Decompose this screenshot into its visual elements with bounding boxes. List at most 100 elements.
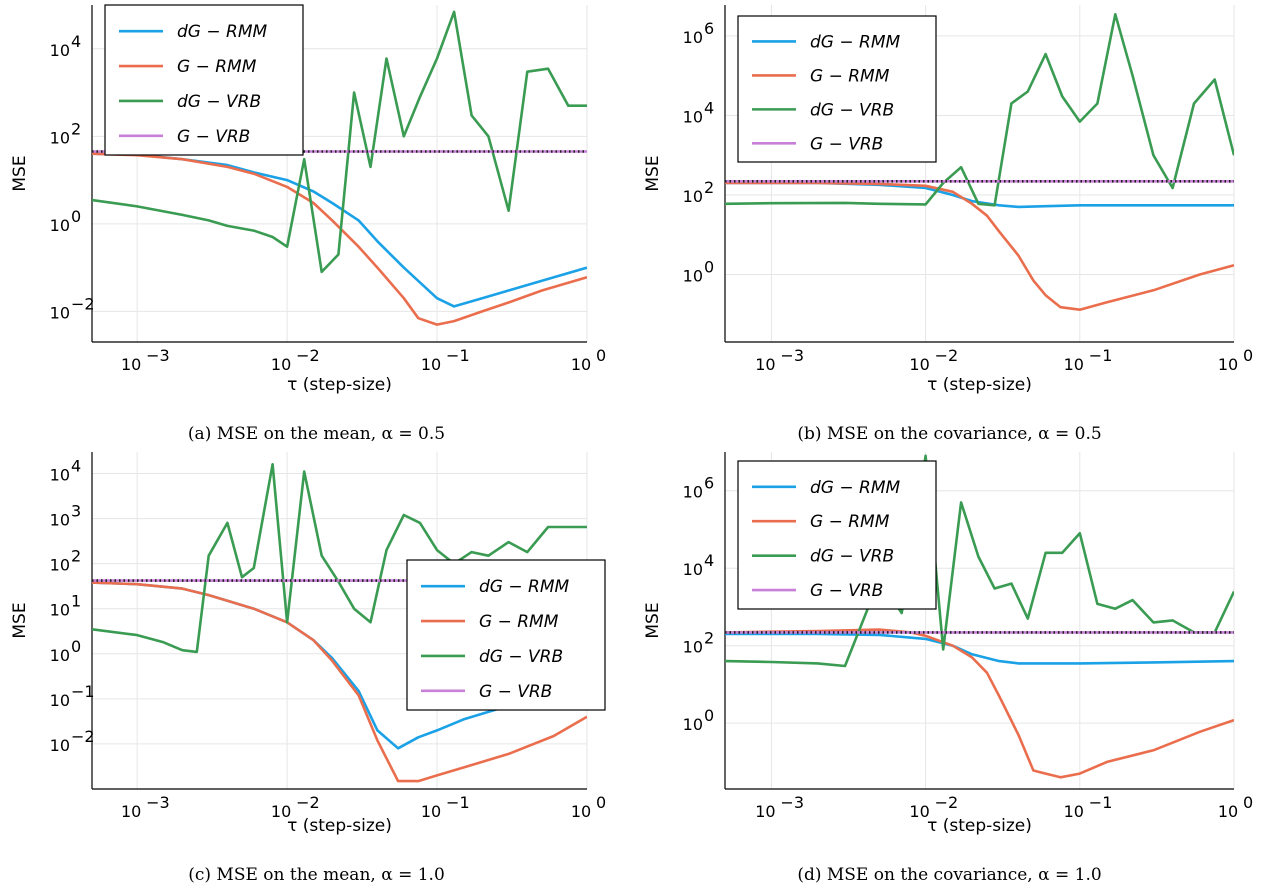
series-line-G-RMM [725, 181, 1234, 312]
x-axis-label: τ (step-size) [287, 816, 392, 836]
y-tick-exponent: 4 [71, 32, 81, 51]
x-tick-label: 10 [909, 355, 929, 374]
caption-a: (a) MSE on the mean, α = 0.5 [187, 424, 446, 444]
series-line-G-RMM [92, 152, 587, 326]
y-tick-exponent: 0 [71, 207, 81, 226]
x-tick-label: 10 [1218, 355, 1238, 374]
x-tick-label: 10 [421, 802, 441, 821]
x-tick-label: 10 [755, 802, 775, 821]
y-tick-exponent: −1 [71, 682, 95, 701]
legend: dG − RMM G − RMM dG − VRB G − VRB [737, 15, 937, 163]
x-tick-exponent: −2 [296, 793, 320, 812]
y-axis-label: MSE [643, 602, 663, 638]
x-axis-label: τ (step-size) [927, 375, 1032, 395]
x-tick-exponent: −1 [1089, 346, 1113, 365]
x-tick-label: 10 [571, 802, 591, 821]
x-tick-exponent: 0 [596, 793, 606, 812]
x-tick-exponent: −3 [780, 793, 804, 812]
y-tick-exponent: 2 [704, 178, 714, 197]
y-tick-label: 10 [50, 511, 70, 530]
y-tick-exponent: 1 [71, 592, 81, 611]
chart-a: 10 −3 10 −2 10 −1 10 010 −210 010 210 4τ (step-size… [10, 4, 606, 395]
y-tick-exponent: 6 [704, 474, 714, 493]
x-tick-label: 10 [1218, 802, 1238, 821]
legend-label-G-VRB: G − VRB [810, 134, 883, 154]
y-tick-label: 10 [50, 556, 70, 575]
x-tick-label: 10 [909, 802, 929, 821]
x-tick-exponent: −1 [1089, 793, 1113, 812]
chart-b: 10 −3 10 −2 10 −1 10 010 010 210 410 6τ (step-size)… [643, 5, 1253, 395]
panel-c: 10 −3 10 −2 10 −1 10 0 10 −2 10 −1 10 0 10 1 10 2 10 3 10 4 τ … [0, 447, 633, 894]
caption-c: (c) MSE on the mean, α = 1.0 [188, 865, 445, 885]
y-tick-exponent: −2 [71, 727, 95, 746]
y-tick-label: 10 [683, 715, 703, 734]
y-tick-label: 10 [50, 303, 70, 322]
x-axis-label: τ (step-size) [287, 375, 392, 395]
y-tick-exponent: 0 [71, 637, 81, 656]
x-tick-label: 10 [1064, 802, 1084, 821]
y-tick-exponent: 3 [71, 502, 81, 521]
x-tick-exponent: 0 [1243, 793, 1253, 812]
series-group [725, 13, 1234, 312]
legend-label-dG-VRB: dG − VRB [177, 92, 261, 112]
y-axis-label: MSE [10, 155, 30, 191]
x-tick-label: 10 [121, 355, 141, 374]
legend-label-dG-RMM: dG − RMM [479, 577, 569, 597]
y-tick-label: 10 [683, 266, 703, 285]
legend-label-dG-VRB: dG − VRB [810, 100, 894, 120]
y-tick-exponent: 4 [704, 98, 714, 117]
panel-a: 10 −3 10 −2 10 −1 10 0 10 −2 10 0 10 2 10 4 τ (step-size… [0, 0, 633, 447]
series-line-G-RMM [725, 628, 1234, 779]
x-tick-exponent: 0 [596, 346, 606, 365]
legend-label-G-RMM: G − RMM [810, 512, 890, 532]
y-tick-label: 10 [50, 601, 70, 620]
series-line-dG-VRB [725, 13, 1234, 207]
y-tick-label: 10 [50, 691, 70, 710]
x-tick-exponent: −2 [935, 346, 959, 365]
legend: dG − RMM G − RMM dG − VRB G − VRB [104, 4, 304, 156]
x-tick-exponent: −3 [780, 346, 804, 365]
x-tick-label: 10 [271, 802, 291, 821]
y-tick-label: 10 [683, 187, 703, 206]
y-tick-label: 10 [683, 107, 703, 126]
y-tick-exponent: 2 [71, 547, 81, 566]
y-tick-label: 10 [50, 466, 70, 485]
legend-label-dG-VRB: dG − VRB [810, 547, 894, 567]
y-tick-exponent: 4 [71, 457, 81, 476]
y-tick-label: 10 [683, 638, 703, 657]
x-tick-exponent: 0 [1243, 346, 1253, 365]
y-tick-exponent: 0 [704, 706, 714, 725]
y-tick-exponent: 2 [71, 119, 81, 138]
y-tick-label: 10 [683, 28, 703, 47]
y-tick-exponent: 4 [704, 551, 714, 570]
legend-label-G-RMM: G − RMM [479, 612, 559, 632]
legend-label-dG-VRB: dG − VRB [479, 647, 563, 667]
legend-label-G-VRB: G − VRB [479, 682, 552, 702]
y-tick-label: 10 [50, 41, 70, 60]
legend-label-dG-RMM: dG − RMM [810, 478, 900, 498]
y-tick-label: 10 [50, 736, 70, 755]
x-tick-exponent: −3 [146, 346, 170, 365]
x-tick-exponent: −2 [935, 793, 959, 812]
panel-b: 10 −3 10 −2 10 −1 10 0 10 0 10 2 10 4 10 6 τ (step-size)… [633, 0, 1266, 447]
y-tick-exponent: 2 [704, 629, 714, 648]
x-tick-label: 10 [421, 355, 441, 374]
x-tick-exponent: −3 [146, 793, 170, 812]
caption-d: (d) MSE on the covariance, α = 1.0 [797, 865, 1102, 885]
y-tick-label: 10 [683, 560, 703, 579]
x-tick-exponent: −1 [446, 793, 470, 812]
x-tick-label: 10 [571, 355, 591, 374]
legend-label-dG-RMM: dG − RMM [177, 22, 267, 42]
legend-label-G-RMM: G − RMM [810, 66, 890, 86]
panel-d: 10 −3 10 −2 10 −1 10 0 10 0 10 2 10 4 10 6 τ (step-size)… [633, 447, 1266, 894]
x-tick-label: 10 [271, 355, 291, 374]
x-tick-label: 10 [1064, 355, 1084, 374]
y-tick-label: 10 [50, 646, 70, 665]
y-axis-label: MSE [643, 155, 663, 191]
legend-label-G-VRB: G − VRB [177, 127, 250, 147]
y-tick-exponent: 0 [704, 257, 714, 276]
legend: dG − RMM G − RMM dG − VRB G − VRB [737, 460, 937, 610]
legend: dG − RMM G − RMM dG − VRB G − VRB [406, 559, 606, 711]
legend-label-dG-RMM: dG − RMM [810, 32, 900, 52]
y-tick-label: 10 [50, 128, 70, 147]
